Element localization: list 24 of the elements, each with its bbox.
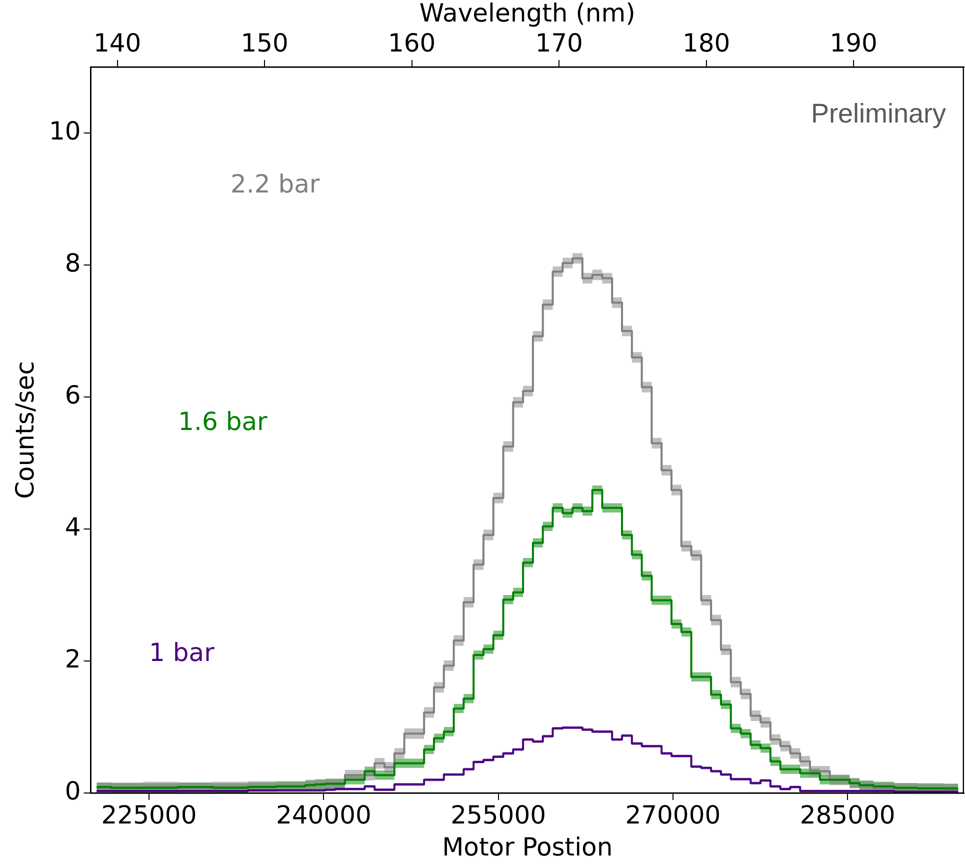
y-axis-title: Counts/sec bbox=[10, 361, 40, 499]
x-tick-label: 285000 bbox=[800, 800, 896, 830]
x2-tick-label: 190 bbox=[830, 28, 878, 58]
x2-tick-label: 170 bbox=[535, 28, 583, 58]
y-tick-label: 0 bbox=[64, 776, 81, 806]
y-tick-label: 4 bbox=[64, 512, 81, 542]
x2-tick-label: 140 bbox=[93, 28, 142, 58]
x-axis-title: Motor Postion bbox=[442, 832, 613, 862]
text: 1 bar bbox=[149, 638, 216, 667]
y-tick-label: 8 bbox=[64, 248, 81, 278]
text: 1.6 bar bbox=[178, 406, 268, 436]
text: 2.2 bar bbox=[230, 169, 320, 198]
y-tick-label: 2 bbox=[64, 644, 81, 674]
x2-axis-title: Wavelength (nm) bbox=[419, 0, 636, 28]
annotation: Preliminary bbox=[810, 98, 946, 128]
x-tick-label: 270000 bbox=[625, 800, 721, 830]
x-tick-label: 240000 bbox=[276, 800, 372, 830]
x2-tick-label: 180 bbox=[682, 28, 730, 58]
x-tick-label: 255000 bbox=[450, 800, 546, 830]
x-tick-label: 225000 bbox=[101, 800, 197, 830]
y-tick-label: 6 bbox=[64, 380, 81, 410]
x2-tick-label: 150 bbox=[240, 28, 288, 58]
x2-tick-label: 160 bbox=[388, 28, 436, 58]
y-tick-label: 10 bbox=[49, 116, 81, 146]
